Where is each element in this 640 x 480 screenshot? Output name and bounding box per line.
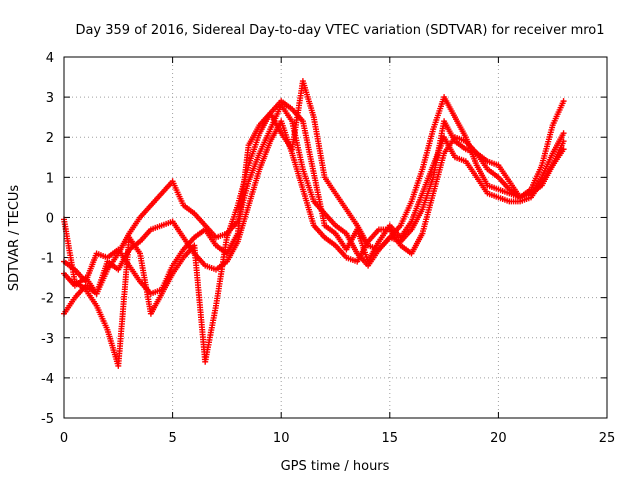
y-tick-label: 2: [46, 131, 54, 146]
x-tick-label: 25: [599, 431, 616, 446]
y-axis-ticks: -5 -4 -3 -2 -1 0 1 2 3 4: [41, 51, 607, 427]
y-axis-label: SDTVAR / TECUs: [7, 185, 22, 292]
y-tick-label: 3: [46, 91, 54, 106]
data-point: [560, 146, 567, 153]
x-tick-label: 10: [273, 431, 290, 446]
y-tick-label: -2: [41, 292, 54, 307]
data-point: [560, 98, 567, 105]
x-tick-label: 5: [168, 431, 176, 446]
y-tick-label: -3: [41, 332, 54, 347]
x-axis-ticks: 0 5 10 15 20 25: [60, 57, 615, 446]
plot-frame: [63, 56, 608, 419]
x-tick-label: 20: [490, 431, 507, 446]
y-tick-label: 0: [46, 211, 54, 226]
y-tick-label: -1: [41, 252, 54, 267]
x-axis-label: GPS time / hours: [281, 459, 390, 474]
data-point: [560, 130, 567, 137]
y-tick-label: 1: [46, 171, 54, 186]
chart-title: Day 359 of 2016, Sidereal Day-to-day VTE…: [75, 23, 604, 38]
y-tick-label: -5: [41, 412, 54, 427]
data-points: [61, 78, 567, 369]
x-tick-label: 0: [60, 431, 68, 446]
x-tick-label: 15: [382, 431, 399, 446]
y-tick-label: -4: [41, 372, 54, 387]
y-tick-label: 4: [46, 51, 54, 66]
series-track-d: [61, 98, 567, 369]
